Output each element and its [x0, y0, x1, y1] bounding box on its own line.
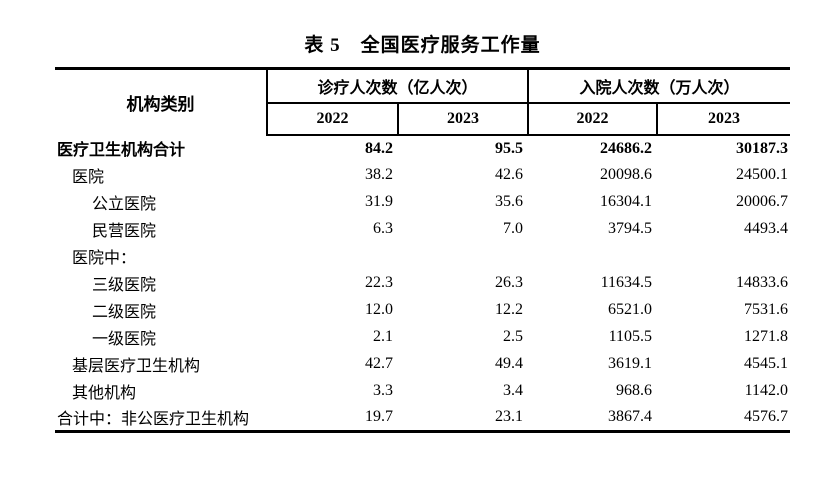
- value-cell: 95.5: [495, 139, 524, 157]
- row-label: 合计中：非公医疗卫生机构: [57, 411, 250, 429]
- header-year-row: 2022 2023 2022 2023: [55, 102, 791, 136]
- value-cell: 49.4: [495, 355, 524, 372]
- header-group-row: 机构类别 诊疗人次数（亿人次） 入院人次数（万人次）: [55, 68, 791, 135]
- value-cell: 42.6: [495, 166, 524, 183]
- value-cell: 3619.1: [608, 355, 653, 372]
- value-cell: 31.9: [365, 193, 393, 210]
- row-label: 一级医院: [92, 331, 157, 348]
- row-label: 民营医院: [92, 223, 157, 240]
- value-cell: 4545.1: [744, 355, 789, 372]
- value-cell: 30187.3: [736, 139, 789, 157]
- value-cell: 16304.1: [600, 193, 653, 210]
- value-cell: 3.3: [373, 382, 393, 399]
- value-cell: 6521.0: [608, 301, 653, 318]
- header-group-admissions: 入院人次数（万人次）: [528, 68, 791, 104]
- value-cell: 24500.1: [736, 166, 789, 183]
- header-year-admissions-2022: 2022: [528, 102, 659, 136]
- value-cell: 968.6: [616, 382, 653, 399]
- value-cell: 42.7: [365, 355, 393, 372]
- value-cell: 7531.6: [744, 301, 789, 318]
- value-cell: [657, 243, 790, 270]
- value-cell: 38.2: [365, 166, 393, 183]
- table-row-private-hospitals: 民营医院 6.3 7.0 3794.5 4493.4: [55, 216, 790, 243]
- header-year-admissions-2023: 2023: [657, 102, 791, 136]
- value-cell: 3.4: [503, 382, 524, 399]
- value-cell: 35.6: [495, 193, 524, 210]
- table-row-secondary-hospitals: 二级医院 12.0 12.2 6521.0 7531.6: [55, 297, 790, 324]
- table-row-total: 医疗卫生机构合计 84.2 95.5 24686.2 30187.3: [55, 135, 790, 162]
- value-cell: 20006.7: [736, 193, 789, 210]
- value-cell: 22.3: [365, 274, 393, 291]
- row-label: 医疗卫生机构合计: [57, 142, 186, 159]
- table-row-among-hospitals: 医院中：: [55, 243, 790, 270]
- value-cell: 3867.4: [608, 408, 653, 426]
- value-cell: 2.5: [503, 328, 524, 345]
- value-cell: 24686.2: [600, 139, 653, 157]
- medical-service-workload-table: 机构类别 诊疗人次数（亿人次） 入院人次数（万人次） 2022 2023 202…: [55, 67, 791, 433]
- table-row-primary-hospitals: 一级医院 2.1 2.5 1105.5 1271.8: [55, 324, 790, 351]
- value-cell: [528, 243, 657, 270]
- value-cell: 20098.6: [600, 166, 653, 183]
- value-cell: 26.3: [495, 274, 524, 291]
- value-cell: [398, 243, 528, 270]
- table-row-grassroots-institutions: 基层医疗卫生机构 42.7 49.4 3619.1 4545.1: [55, 351, 790, 378]
- header-year-outpatient-2022: 2022: [267, 102, 399, 136]
- value-cell: 11634.5: [600, 274, 653, 291]
- value-cell: 4493.4: [744, 220, 789, 237]
- header-institution-category: 机构类别: [55, 68, 268, 135]
- table-title: 表 5 全国医疗服务工作量: [304, 35, 541, 56]
- row-label: 基层医疗卫生机构: [72, 358, 201, 375]
- header-group-outpatient-visits: 诊疗人次数（亿人次）: [267, 68, 530, 104]
- value-cell: [267, 243, 398, 270]
- value-cell: 23.1: [495, 408, 524, 426]
- table-body: 医疗卫生机构合计 84.2 95.5 24686.2 30187.3 医院 38…: [55, 135, 790, 432]
- row-label: 其他机构: [72, 385, 137, 402]
- value-cell: 84.2: [365, 139, 393, 157]
- value-cell: 1142.0: [744, 382, 789, 399]
- row-label: 二级医院: [92, 304, 157, 321]
- value-cell: 6.3: [373, 220, 393, 237]
- row-label: 医院: [72, 169, 105, 186]
- value-cell: 4576.7: [744, 408, 789, 426]
- table-row-public-hospitals: 公立医院 31.9 35.6 16304.1 20006.7: [55, 189, 790, 216]
- row-label: 医院中：: [72, 250, 137, 267]
- table-row-tertiary-hospitals: 三级医院 22.3 26.3 11634.5 14833.6: [55, 270, 790, 297]
- value-cell: 12.2: [495, 301, 524, 318]
- header-year-outpatient-2023: 2023: [398, 102, 530, 136]
- value-cell: 12.0: [365, 301, 393, 318]
- table-row-hospitals: 医院 38.2 42.6 20098.6 24500.1: [55, 162, 790, 189]
- value-cell: 2.1: [373, 328, 393, 345]
- value-cell: 1105.5: [608, 328, 653, 345]
- row-label: 公立医院: [92, 196, 157, 213]
- table-row-other-institutions: 其他机构 3.3 3.4 968.6 1142.0: [55, 378, 790, 405]
- table-row-non-public-institutions: 合计中：非公医疗卫生机构 19.7 23.1 3867.4 4576.7: [55, 405, 790, 432]
- value-cell: 1271.8: [744, 328, 789, 345]
- table-header: 机构类别 诊疗人次数（亿人次） 入院人次数（万人次） 2022 2023 202…: [55, 68, 791, 136]
- value-cell: 14833.6: [736, 274, 789, 291]
- row-label: 三级医院: [92, 277, 157, 294]
- value-cell: 7.0: [503, 220, 524, 237]
- value-cell: 3794.5: [608, 220, 653, 237]
- value-cell: 19.7: [365, 408, 393, 426]
